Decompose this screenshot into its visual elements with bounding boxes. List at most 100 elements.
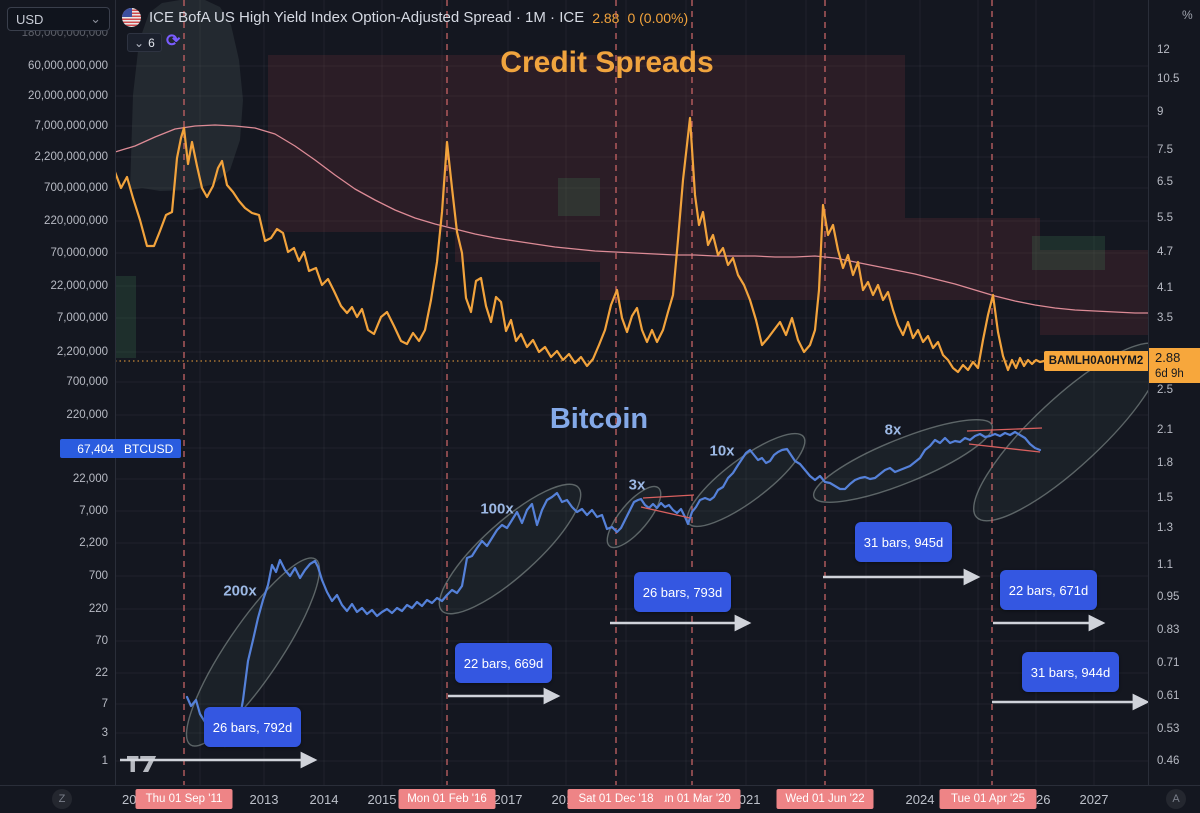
price-axis-label: 7	[101, 698, 108, 710]
symbol-header[interactable]: ICE BofA US High Yield Index Option-Adju…	[122, 8, 688, 27]
trend-line[interactable]	[966, 427, 1043, 432]
trend-line[interactable]	[968, 443, 1041, 453]
price-axis-label: 2,200	[79, 537, 108, 549]
maroon-band	[905, 218, 1040, 300]
cycle-ellipse[interactable]	[599, 479, 669, 555]
year-tick[interactable]: 2027	[1079, 792, 1109, 807]
measure-badge[interactable]: 22 bars, 671d	[1000, 570, 1097, 610]
price-axis-label: 700,000	[66, 376, 108, 388]
price-axis-label: 220	[88, 603, 108, 615]
measure-badge[interactable]: 26 bars, 792d	[204, 707, 301, 747]
percent-axis-label: 1.3	[1157, 522, 1173, 534]
price-axis-label: 70	[95, 635, 108, 647]
percent-axis-label: 0.95	[1157, 591, 1180, 603]
price-axis-label: 220,000	[66, 409, 108, 421]
spread-ma-line	[114, 124, 1149, 314]
measure-badge[interactable]: 22 bars, 669d	[455, 643, 552, 683]
price-axis-label: 7,000,000,000	[34, 120, 108, 132]
event-date-badge[interactable]: Sun 01 Mar '20	[643, 789, 741, 809]
maroon-band	[455, 55, 600, 262]
bitcoin-title: Bitcoin	[549, 403, 649, 435]
time-axis[interactable]: 2011201220132014201520162017201820192020…	[0, 785, 1200, 813]
percent-axis-label: 10.5	[1157, 73, 1180, 85]
percent-axis-label: 6.5	[1157, 176, 1173, 188]
chart-canvas[interactable]	[113, 0, 1164, 785]
percent-axis-label: 0.46	[1157, 755, 1180, 767]
percent-axis-label: 0.71	[1157, 657, 1180, 669]
percent-axis-label: 2.5	[1157, 384, 1173, 396]
chevron-down-icon: ⌄	[90, 11, 101, 26]
event-date-badge[interactable]: Tue 01 Apr '25	[939, 789, 1037, 809]
percent-axis-label: 1.1	[1157, 559, 1173, 571]
trend-line[interactable]	[642, 494, 695, 499]
indicators-collapse-button[interactable]: ⌄ 6	[127, 33, 162, 52]
price-axis-label: 1	[101, 755, 108, 767]
corner-badge-left[interactable]: Z	[52, 789, 72, 809]
maroon-band	[600, 55, 905, 300]
symbol-change: 0 (0.00%)	[627, 9, 689, 26]
btcusd-line	[185, 430, 1042, 748]
btc-price-value: 67,404	[77, 441, 114, 456]
spread-price-badge: 2.88 6d 9h	[1149, 348, 1200, 383]
percent-axis-label: 0.83	[1157, 624, 1180, 636]
percent-axis-label: 2.1	[1157, 424, 1173, 436]
percent-axis-label: 7.5	[1157, 144, 1173, 156]
spread-countdown: 6d 9h	[1155, 368, 1184, 380]
spread-price-value: 2.88	[1155, 350, 1181, 365]
price-axis-label: 700	[88, 570, 108, 582]
price-axis-label: 700,000,000	[44, 182, 108, 194]
event-date-badge[interactable]: Sat 01 Dec '18	[567, 789, 665, 809]
percent-axis-label: 12	[1157, 44, 1170, 56]
refresh-icon[interactable]: ⟳	[166, 31, 181, 50]
price-axis-label: 22	[95, 667, 108, 679]
cycle-ellipse[interactable]	[168, 544, 338, 760]
percent-axis-label: 9	[1157, 106, 1164, 118]
chart-area[interactable]	[113, 0, 1164, 785]
percent-axis-label: 1.5	[1157, 492, 1173, 504]
green-band	[115, 276, 136, 358]
percent-axis-label: 4.1	[1157, 282, 1173, 294]
percent-axis-label: 0.61	[1157, 690, 1180, 702]
percent-axis-label: 5.5	[1157, 212, 1173, 224]
symbol-price: 2.88	[592, 9, 620, 26]
tradingview-logo[interactable]	[127, 753, 157, 780]
event-date-badge[interactable]: Thu 01 Sep '11	[135, 789, 233, 809]
price-axis-label: 70,000,000	[50, 247, 108, 259]
percent-axis-label: 4.7	[1157, 246, 1173, 258]
price-axis-label: 7,000	[79, 505, 108, 517]
event-date-badge[interactable]: Mon 01 Feb '16	[398, 789, 496, 809]
us-flag-icon	[122, 8, 141, 27]
year-tick[interactable]: 2014	[309, 792, 339, 807]
price-axis[interactable]: 180,000,000,000 60,000,000,000 20,000,000,…	[0, 0, 116, 785]
corner-badge-right[interactable]: A	[1166, 789, 1186, 809]
chevron-down-icon: ⌄	[134, 35, 145, 50]
symbol-title: ICE BofA US High Yield Index Option-Adju…	[149, 9, 585, 26]
price-axis-label: 2,200,000	[56, 346, 108, 358]
maroon-band	[1040, 250, 1148, 335]
year-tick[interactable]: 2024	[905, 792, 935, 807]
measure-badge[interactable]: 26 bars, 793d	[634, 572, 731, 612]
measure-badge[interactable]: 31 bars, 944d	[1022, 652, 1119, 692]
cycle-ellipse[interactable]	[424, 467, 597, 630]
currency-dropdown[interactable]: USD ⌄	[7, 7, 110, 31]
green-band	[558, 178, 600, 216]
cycle-ellipse[interactable]	[806, 405, 1001, 518]
price-axis-label: 7,000,000	[56, 312, 108, 324]
price-axis-label: 22,000,000	[50, 280, 108, 292]
year-tick[interactable]: 2017	[493, 792, 523, 807]
price-axis-label: 22,000	[72, 473, 108, 485]
credit-spreads-title: Credit Spreads	[500, 46, 714, 79]
measure-badge[interactable]: 31 bars, 945d	[855, 522, 952, 562]
year-tick[interactable]: 2013	[249, 792, 279, 807]
currency-value: USD	[16, 11, 44, 27]
year-tick[interactable]: 2015	[367, 792, 397, 807]
green-band	[1032, 236, 1105, 270]
percent-axis[interactable]: 2.88 6d 9h 12 10.5 9 7.5 6.5 5.5 4.7 4.1 3.5 2.5 2…	[1148, 0, 1200, 785]
percent-axis-label: 1.8	[1157, 457, 1173, 469]
percent-axis-label: 0.53	[1157, 723, 1180, 735]
event-date-badge[interactable]: Wed 01 Jun '22	[776, 789, 874, 809]
trend-line[interactable]	[640, 506, 691, 519]
price-axis-label: 20,000,000,000	[28, 90, 108, 102]
price-axis-label: 3	[101, 727, 108, 739]
btc-price-label: 67,404 BTCUSD	[60, 439, 182, 458]
